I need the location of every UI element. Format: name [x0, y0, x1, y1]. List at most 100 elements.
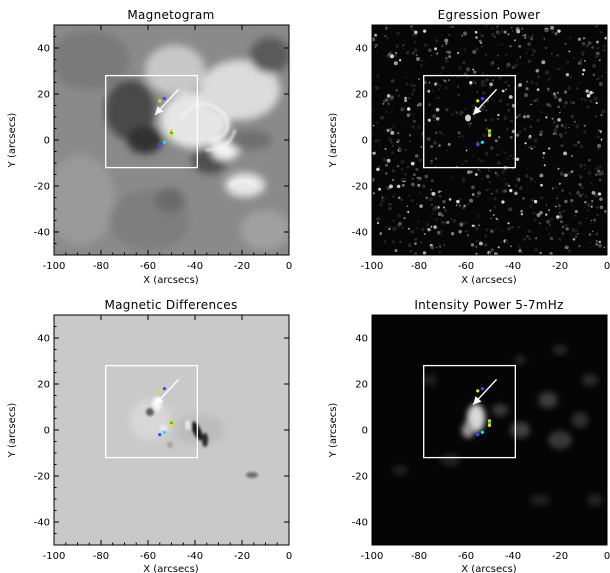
speckle [508, 95, 513, 99]
speckle [525, 87, 529, 91]
speckle [603, 246, 606, 248]
speckle [431, 90, 434, 93]
speckle [455, 204, 458, 206]
speckle [475, 239, 479, 243]
speckle [389, 139, 393, 143]
speckle [477, 158, 481, 161]
speckle [488, 188, 491, 191]
speckle [498, 31, 502, 35]
y-tick-label: 20 [355, 380, 368, 391]
speckle [437, 190, 441, 194]
speckle [545, 213, 548, 216]
speckle [493, 197, 497, 201]
speckle [489, 86, 492, 89]
speckle [384, 25, 388, 28]
speckle [539, 251, 542, 255]
speckle [549, 252, 553, 255]
speckle [485, 174, 490, 179]
marker-dot [162, 97, 167, 101]
speckle [573, 144, 576, 147]
panel-title: Intensity Power 5-7mHz [414, 298, 563, 312]
speckle [442, 133, 444, 136]
speckle [377, 220, 380, 222]
speckle [440, 190, 442, 193]
speckle [508, 119, 512, 122]
speckle [577, 141, 580, 144]
speckle [531, 48, 535, 51]
speckle [481, 80, 485, 85]
speckle [392, 169, 395, 173]
speckle [457, 93, 460, 96]
speckle [491, 118, 494, 121]
speckle [379, 234, 381, 237]
speckle [372, 110, 375, 113]
y-tick-label: 20 [37, 90, 50, 101]
x-tick-label: -80 [411, 551, 427, 562]
speckle [501, 170, 505, 174]
speckle [591, 45, 595, 49]
speckle [587, 41, 592, 45]
speckle [561, 225, 565, 229]
speckle [427, 89, 431, 93]
speckle [601, 170, 604, 173]
speckle [529, 177, 533, 180]
speckle [511, 29, 514, 32]
speckle [595, 101, 598, 105]
y-tick-label: -20 [34, 182, 50, 193]
speckle [444, 86, 448, 90]
speckle [587, 171, 592, 175]
speckle [413, 40, 417, 44]
speckle [542, 103, 544, 105]
speckle [423, 29, 427, 33]
speckle [484, 210, 486, 213]
speckle [583, 141, 585, 143]
speckle [596, 214, 599, 217]
speckle [375, 86, 379, 90]
speckle [494, 206, 497, 209]
speckle [507, 33, 510, 36]
egression-image [372, 25, 607, 255]
speckle [428, 197, 433, 202]
speckle [472, 79, 475, 82]
x-tick-label: -20 [552, 551, 568, 562]
speckle [586, 105, 590, 109]
speckle [520, 210, 523, 213]
intensity-image [372, 315, 607, 545]
marker-dot [158, 143, 162, 147]
speckle [505, 54, 508, 57]
speckle [505, 240, 508, 244]
marker-dot [480, 140, 485, 144]
speckle [586, 209, 589, 211]
speckle [551, 187, 555, 190]
speckle [410, 113, 414, 116]
speckle [524, 142, 527, 145]
speckle [529, 99, 532, 102]
speckle [496, 52, 499, 54]
speckle [478, 224, 480, 227]
speckle [427, 118, 431, 122]
speckle [444, 59, 449, 63]
speckle [593, 96, 598, 101]
speckle [480, 170, 482, 173]
speckle [391, 240, 396, 244]
speckle [391, 194, 396, 199]
speckle [426, 136, 431, 141]
speckle [449, 25, 453, 29]
speckle [462, 206, 466, 210]
speckle [397, 196, 401, 200]
x-tick-label: -60 [140, 261, 156, 272]
speckle [400, 159, 405, 164]
speckle [420, 146, 422, 148]
speckle [452, 218, 457, 223]
speckle [556, 91, 560, 95]
speckle [531, 54, 534, 56]
speckle [575, 124, 580, 129]
y-tick-label: 0 [44, 136, 50, 147]
speckle [593, 222, 596, 225]
speckle [526, 235, 529, 238]
speckle [577, 233, 579, 235]
speckle [405, 82, 409, 86]
speckle [516, 59, 519, 62]
speckle [404, 96, 407, 100]
region-box [423, 74, 517, 169]
